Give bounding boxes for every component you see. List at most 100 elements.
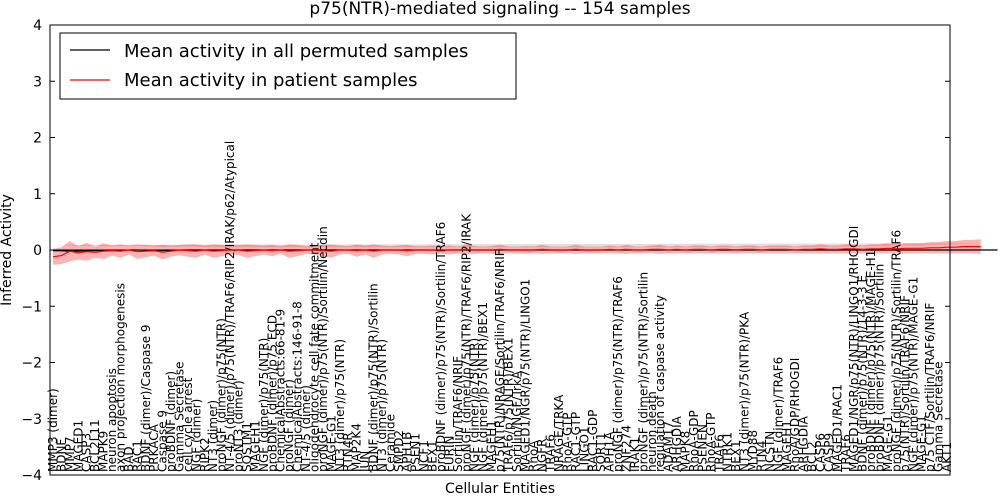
x-category-label: NGF (dimer)/p75(NTR) <box>468 338 482 472</box>
x-category-label: Gamma Secretase <box>173 361 187 472</box>
x-category-label: NGF (dimer)/TRAF6 <box>771 357 785 472</box>
x-category-label: ARHGDIA <box>670 415 684 472</box>
legend-box <box>59 32 517 100</box>
x-category-label: proNGF (dimer)/p75(NTR)/TRAF6 <box>611 276 625 472</box>
x-axis-label: Cellular Entities <box>445 481 555 497</box>
x-category-label: APH1A <box>603 431 617 472</box>
x-category-label: NRAGE/TRKA <box>552 394 566 472</box>
y-tick-label: 2 <box>33 131 42 147</box>
x-category-label: ARHGDIA <box>797 415 811 472</box>
x-category-label: PSENEN <box>695 424 709 472</box>
x-category-label: TRAF6/p75(NTR)/BEX1 <box>501 337 515 473</box>
x-category-label: axon projection morphogenesis <box>113 283 127 472</box>
x-category-label: proNGF (dimer)/p75(NTR) <box>215 318 229 472</box>
x-category-label: RhoA-GTP <box>704 413 718 472</box>
confidence-bands <box>53 239 981 265</box>
x-category-label: MAGE-G1 <box>324 415 338 472</box>
x-category-label: proBDNF (dimer) <box>164 371 178 472</box>
series-lines <box>52 246 998 258</box>
x-category-label: MAGED1/NGR/p75(NTR)/LINGO1 <box>518 279 532 472</box>
x-category-label: RhoA-GDP <box>687 410 701 472</box>
y-axis-ticks: −4 −3 −2 −1 0 1 2 3 4 <box>21 18 950 484</box>
x-category-label: proNGF (dimer)/p75(NTR)/Sortilin <box>636 272 650 472</box>
x-category-label: SMPD2 <box>392 430 406 472</box>
x-category-label: Sortilin/TRAF6/NRIF <box>451 356 465 472</box>
x-category-label: CASP6 <box>813 433 827 472</box>
x-category-label: MAP2K4 <box>350 423 364 472</box>
x-category-label: Caspase 9 <box>156 410 170 472</box>
x-category-label: regulation of caspase activity <box>653 295 667 472</box>
x-category-label: proNGF (dimer)/p75(NTR)/TRAF6/RIP2/IRAK <box>459 213 473 472</box>
x-category-label: RTN4 <box>754 441 768 472</box>
x-category-label: NGF (dimer)/p75(NTR)/BEX1 <box>476 302 490 472</box>
x-category-label: NT3 (dimer)/p75(NTR) <box>333 339 347 472</box>
chart-title: p75(NTR)-mediated signaling -- 154 sampl… <box>309 0 690 19</box>
x-category-label: LINGO1 <box>577 426 591 472</box>
line-patient-mean <box>52 246 981 258</box>
x-category-label: MAGED1 <box>71 420 85 472</box>
category-labels: MMP3 (dimer)BDNFMMP7MAGED1CASP3BCL2L11MA… <box>46 141 954 473</box>
x-category-label: BCL2 <box>805 441 819 472</box>
x-category-label: BEX1 <box>729 440 743 472</box>
x-category-label: RTN4R <box>341 432 355 472</box>
legend-label-patient: Mean activity in patient samples <box>124 70 418 91</box>
x-category-label: NT3 (dimer)/p75(NTR) <box>375 339 389 472</box>
x-category-label: neuron death <box>645 391 659 472</box>
x-category-label: proBDNF (dimer)/p75(NTR)/Sortilin/TRAF6 <box>434 222 448 472</box>
x-category-label: RAC1-GDP <box>586 410 600 472</box>
x-category-label: CASP9 <box>822 433 836 472</box>
x-category-label: proBDNF (dimer)/p75 ECD <box>265 315 279 472</box>
x-category-label: RAC1 <box>130 440 144 472</box>
x-category-label: p75 CTF/Sortilin/TRAF6/NRIF <box>923 303 937 472</box>
x-category-label: MAGEH1 <box>248 420 262 472</box>
x-category-label: MAGEH1 <box>780 420 794 472</box>
y-tick-label: 4 <box>33 18 42 34</box>
x-category-label: RhoA <box>527 440 541 472</box>
x-category-label: ZNF274 <box>620 425 634 472</box>
x-category-label: NCSTN <box>763 431 777 472</box>
x-category-label: RhoA/GDP/RHOGDI <box>788 358 802 472</box>
x-category-label: NGF (dimer)/p75(NTR) <box>257 338 271 472</box>
y-tick-label: −3 <box>21 412 42 428</box>
x-category-label: TRAF6 <box>839 434 853 473</box>
y-axis-label: Inferred Activity <box>0 194 15 306</box>
y-tick-label: 3 <box>33 74 42 90</box>
x-category-label: TRAF6 <box>712 434 726 473</box>
x-category-label: PSEN1 <box>409 433 423 472</box>
x-category-label: BEX1 <box>426 440 440 472</box>
x-category-label: NCF1 <box>417 440 431 472</box>
x-category-label: proNGF (dimer)/p75(NTR)/Sortilin/Necdin <box>316 226 330 472</box>
x-category-label: NGFR <box>535 438 549 472</box>
x-category-label: Sortilin/NGF/TrkA <box>510 370 524 472</box>
x-category-label: SQSTM1 <box>240 422 254 472</box>
x-category-label: cell cycle arrest <box>181 377 195 472</box>
x-category-label: p75(NTR)/Sortilin/TRAF6/NRIF <box>898 295 912 472</box>
x-category-label: Ceramide <box>383 414 397 472</box>
x-category-label: BDNF (dimer)/p75(NTR)/Sortilin <box>366 283 380 472</box>
x-category-label: APH1B <box>400 432 414 472</box>
x-category-label: RAC1-GTP <box>569 412 583 472</box>
x-category-label: MAGE-G1 <box>881 415 895 472</box>
x-category-label: ADAM17 <box>662 421 676 472</box>
x-category-label: p75(NTR)/NRAGE/Sortilin/TRAF6/NRIF <box>493 249 507 472</box>
x-category-label: neuron apoptosis <box>105 368 119 472</box>
x-category-label: MMP7 <box>63 436 77 472</box>
x-category-label: MAGEH1 <box>485 420 499 472</box>
x-category-label: NTRK1 <box>721 432 735 472</box>
x-category-label: proBDNF (dimer)/p75(NTR)/MAGE-H1 <box>864 250 878 472</box>
x-category-label: MAGE-G1 <box>915 415 929 472</box>
x-category-label: AKT1 <box>940 442 954 472</box>
y-tick-label: 0 <box>33 243 42 259</box>
x-category-label: NT3 (dimer)/p75(NTR)/PKA <box>738 311 752 472</box>
x-category-label: proNGF (dimer)/p75(NTR)/Sortilin/TRAF6 <box>889 230 903 472</box>
x-category-label: proNT3 (dimer) <box>232 380 246 472</box>
x-category-label: oligodendrocyte cell fate commitment <box>307 242 321 472</box>
y-tick-label: −1 <box>21 299 42 315</box>
x-category-label: PRKACA <box>147 423 161 472</box>
x-category-label: NT3 (dimer) <box>206 400 220 472</box>
x-category-label: BAD <box>122 446 136 472</box>
x-category-label: ChemicalAbstracts:146-91-8 <box>291 301 305 472</box>
x-category-label: SORT1 <box>594 433 608 473</box>
x-category-label: ChemicalAbstracts:66-81-9 <box>274 309 288 472</box>
